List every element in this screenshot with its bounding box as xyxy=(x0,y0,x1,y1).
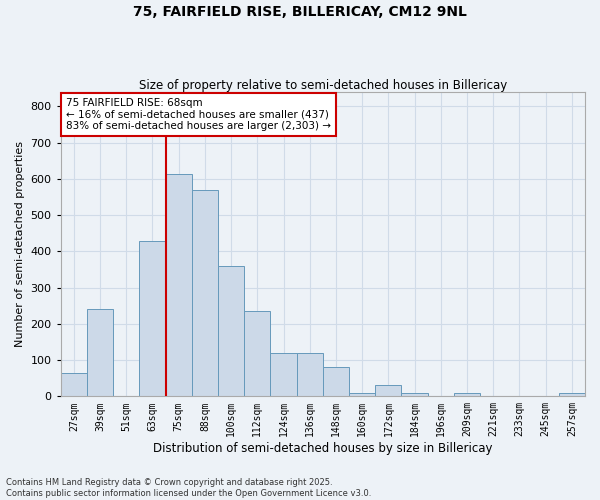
Text: 75 FAIRFIELD RISE: 68sqm
← 16% of semi-detached houses are smaller (437)
83% of : 75 FAIRFIELD RISE: 68sqm ← 16% of semi-d… xyxy=(66,98,331,132)
X-axis label: Distribution of semi-detached houses by size in Billericay: Distribution of semi-detached houses by … xyxy=(153,442,493,455)
Bar xyxy=(271,353,296,397)
Bar xyxy=(454,392,480,396)
Text: Contains HM Land Registry data © Crown copyright and database right 2025.
Contai: Contains HM Land Registry data © Crown c… xyxy=(6,478,371,498)
Bar xyxy=(192,190,218,396)
Bar xyxy=(244,311,271,396)
Bar xyxy=(559,392,585,396)
Bar xyxy=(166,174,192,396)
Bar xyxy=(349,392,375,396)
Bar xyxy=(296,353,323,397)
Bar xyxy=(375,386,401,396)
Bar xyxy=(401,392,428,396)
Bar xyxy=(218,266,244,396)
Bar xyxy=(139,240,166,396)
Text: 75, FAIRFIELD RISE, BILLERICAY, CM12 9NL: 75, FAIRFIELD RISE, BILLERICAY, CM12 9NL xyxy=(133,5,467,19)
Title: Size of property relative to semi-detached houses in Billericay: Size of property relative to semi-detach… xyxy=(139,79,507,92)
Bar xyxy=(61,373,87,396)
Bar xyxy=(87,310,113,396)
Bar xyxy=(323,368,349,396)
Y-axis label: Number of semi-detached properties: Number of semi-detached properties xyxy=(15,141,25,347)
